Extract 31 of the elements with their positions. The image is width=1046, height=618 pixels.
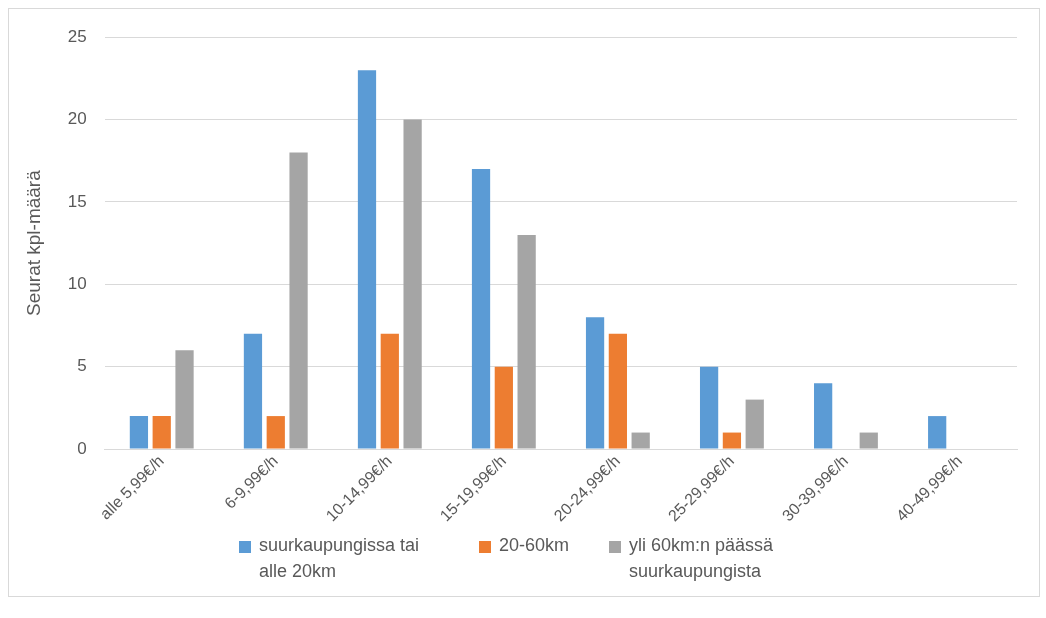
y-tick-label: 10	[67, 273, 87, 293]
legend-label: 20-60km	[498, 534, 570, 557]
bar	[699, 366, 719, 449]
bar	[175, 350, 194, 449]
y-tick-label: 25	[67, 26, 87, 46]
bar	[471, 168, 491, 449]
bar	[266, 416, 285, 449]
y-tick-label: 0	[77, 438, 87, 458]
bar	[403, 119, 422, 449]
bar	[928, 416, 947, 449]
y-tick-label: 5	[77, 356, 87, 376]
bar	[494, 366, 513, 449]
y-tick-label: 15	[67, 191, 87, 211]
bar	[152, 416, 171, 449]
bar	[608, 333, 627, 449]
bar	[380, 333, 399, 449]
bar	[745, 399, 764, 449]
y-axis-title: Seurat kpl-määrä	[22, 169, 44, 316]
bar	[243, 333, 263, 449]
legend-label: suurkaupungissa tai alle 20km	[258, 534, 421, 583]
y-tick-label: 20	[67, 109, 87, 129]
bar	[814, 383, 833, 449]
bar	[631, 432, 650, 449]
bar	[585, 317, 605, 449]
bar	[357, 70, 377, 449]
bar	[517, 234, 536, 449]
bar	[859, 432, 878, 449]
bar	[129, 416, 149, 449]
bar	[289, 152, 308, 449]
legend-label: yli 60km:n päässä suurkaupungista	[629, 534, 775, 583]
bar	[722, 432, 742, 449]
